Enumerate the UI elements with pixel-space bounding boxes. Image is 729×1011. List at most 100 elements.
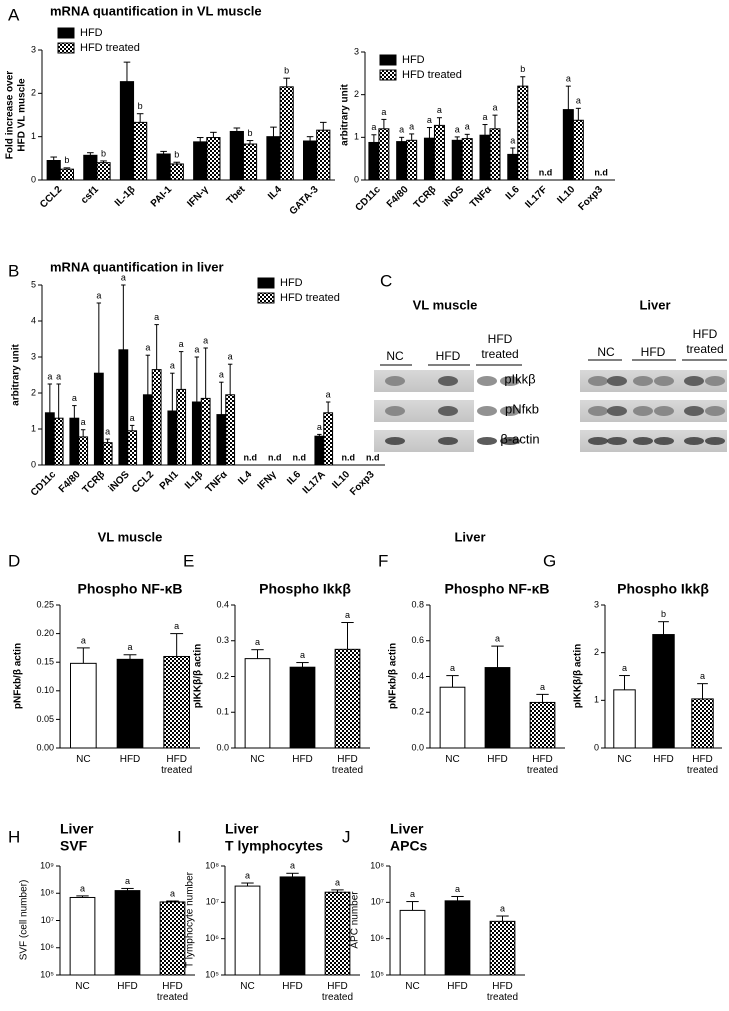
significance-label: a	[437, 105, 442, 115]
bar	[242, 143, 258, 181]
significance-label: a	[410, 889, 415, 899]
chart-title: mRNA quantification in liver	[50, 259, 224, 274]
group-label: HFD	[436, 349, 461, 363]
significance-label: a	[345, 610, 350, 620]
y-tick-label: 10⁸	[205, 860, 219, 870]
x-tick-label: IL-1β	[113, 184, 138, 209]
x-tick-label: HFD treated	[156, 981, 189, 1003]
y-tick-label: 2	[31, 88, 36, 98]
legend-label: HFD	[402, 54, 425, 66]
bar	[200, 397, 211, 466]
significance-label: a	[455, 124, 460, 134]
blot-band	[633, 437, 653, 445]
x-tick-label: HFD	[487, 754, 508, 765]
bar	[206, 137, 221, 181]
group-label: treated	[686, 342, 723, 356]
y-tick-label: 10⁸	[370, 860, 384, 870]
significance-label: a	[96, 290, 101, 300]
x-tick-label: HFD	[447, 981, 468, 992]
bar	[316, 129, 331, 181]
bar	[159, 901, 186, 976]
y-tick-label: 0	[594, 742, 599, 752]
bar	[169, 163, 184, 181]
y-tick-label: 5	[31, 279, 36, 289]
significance-label: a	[130, 413, 135, 423]
x-tick-label: iNOS	[441, 184, 466, 209]
group-label: NC	[597, 345, 615, 359]
blot-image	[374, 370, 727, 452]
x-tick-label: NC	[405, 981, 420, 992]
bar	[133, 121, 148, 181]
bar	[193, 141, 208, 181]
y-axis-label: Fold increase over	[5, 71, 16, 159]
blot-headers: NC HFD HFD treated NC HFD HFD treated	[380, 327, 727, 366]
bar	[279, 86, 294, 181]
significance-label: a	[450, 663, 455, 673]
blot-strip	[580, 430, 727, 452]
blot-band	[705, 406, 725, 416]
x-tick-label: HFD	[292, 754, 313, 765]
x-tick-label: CCL2	[38, 184, 65, 211]
bar	[303, 140, 318, 181]
y-tick-label: 10⁶	[205, 933, 219, 943]
y-tick-label: 1	[354, 132, 359, 142]
blot-strip	[374, 370, 474, 392]
x-tick-label: TCRβ	[412, 184, 439, 211]
x-tick-label: NC	[250, 754, 265, 765]
section-header: VL muscle	[98, 529, 163, 544]
bar	[244, 658, 271, 749]
bar	[142, 394, 153, 466]
significance-label: a	[409, 121, 414, 131]
blot-band	[588, 406, 608, 416]
y-tick-label: 10⁹	[40, 860, 54, 870]
chart-title: Phospho Ikkβ	[259, 581, 351, 597]
y-tick-label: 1	[31, 423, 36, 433]
bar	[489, 920, 516, 976]
x-tick-label: TNFα	[204, 469, 230, 495]
x-tick-label: NC	[445, 754, 460, 765]
bar	[396, 141, 408, 181]
bar	[517, 85, 529, 181]
x-tick-label: PAI-1	[149, 184, 175, 210]
row-label: β-actin	[500, 431, 539, 446]
bar	[266, 136, 281, 181]
x-tick-label: HFD treated	[526, 754, 559, 776]
y-tick-label: 0.20	[36, 628, 54, 638]
bar	[368, 141, 380, 181]
y-axis-label: HFD VL muscle	[17, 78, 28, 152]
x-tick-label: HFD	[119, 754, 141, 765]
chart-title: Phospho Ikkβ	[617, 581, 709, 597]
significance-label: a	[700, 671, 705, 681]
significance-label: a	[121, 272, 126, 282]
blot-band	[684, 437, 704, 445]
bar	[69, 417, 80, 466]
row-label: pNfκb	[505, 401, 539, 416]
significance-label: a	[465, 122, 470, 132]
nd-label: n.d	[268, 452, 282, 462]
x-tick-label: iNOS	[107, 469, 132, 494]
bar	[46, 160, 61, 181]
x-tick-label: IL1β	[183, 469, 205, 491]
y-tick-label: 3	[31, 351, 36, 361]
legend-swatch	[57, 27, 75, 39]
x-tick-label: IL17A	[301, 469, 328, 496]
blot-band	[588, 376, 608, 386]
significance-label: a	[179, 339, 184, 349]
panel-letter: A	[8, 5, 20, 24]
blot-band	[588, 437, 608, 445]
legend-swatch	[257, 292, 275, 304]
x-tick-label: NC	[76, 754, 91, 765]
bar	[652, 634, 675, 749]
y-tick-label: 10⁶	[370, 933, 384, 943]
bar	[613, 689, 636, 749]
significance-label: b	[520, 64, 525, 74]
blot-band	[654, 437, 674, 445]
y-tick-label: 0.05	[36, 714, 54, 724]
y-axis-label: pNFκb/β actin	[388, 643, 399, 709]
group-label: HFD	[693, 327, 718, 341]
blot-band	[438, 376, 458, 386]
panel-letter: B	[8, 261, 19, 280]
blot-band	[500, 376, 520, 386]
bar	[216, 414, 227, 466]
